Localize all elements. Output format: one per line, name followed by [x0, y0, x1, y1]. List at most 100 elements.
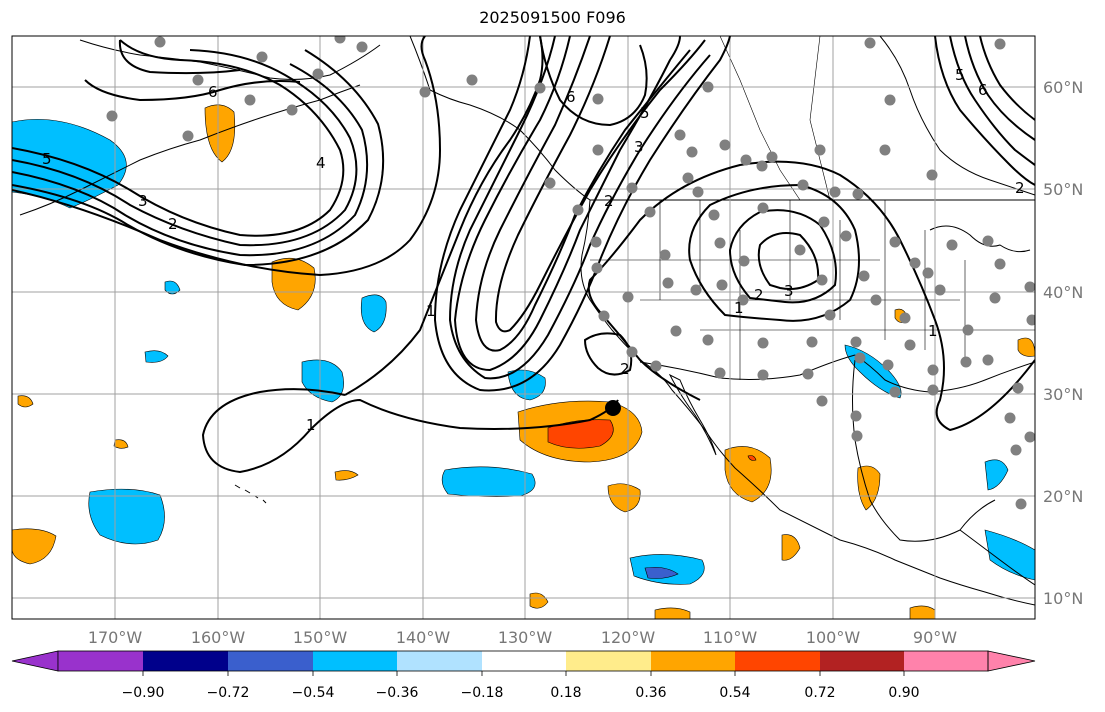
colorbar-label: 0.54 [719, 685, 750, 701]
contour-label: 3 [138, 192, 148, 210]
colorbar-label: −0.54 [292, 685, 335, 701]
station-dots [106, 36, 1035, 510]
colorbar-segment [397, 651, 482, 671]
positive-anomaly-area [17, 395, 34, 408]
positive-anomaly-area [654, 607, 691, 619]
contour-label: 2 [620, 360, 630, 378]
us-mexico-border [639, 354, 856, 380]
lat-tick-label: 20°N [1043, 487, 1083, 506]
colorbar-label: 0.72 [804, 685, 835, 701]
colorbar-label: 0.36 [635, 685, 666, 701]
lon-tick-label: 160°W [191, 628, 246, 647]
positive-anomaly-area [113, 439, 129, 449]
negative-anomaly-area [984, 529, 1035, 581]
contour-line [344, 36, 544, 396]
anomaly-shading [12, 104, 1035, 619]
lat-tick-label: 40°N [1043, 283, 1083, 302]
contour-line [84, 79, 301, 102]
contour-line [587, 160, 1035, 432]
contour-label: 5 [955, 66, 965, 84]
negative-anomaly-area [360, 294, 387, 333]
contour-line [118, 39, 241, 75]
lat-tick-label: 50°N [1043, 180, 1083, 199]
negative-anomaly-area [507, 369, 546, 401]
colorbar-segment [228, 651, 313, 671]
positive-anomaly-area [547, 419, 614, 449]
contour-label: 2 [604, 192, 614, 210]
colorbar-segment [482, 651, 566, 671]
colorbar-label: 0.90 [888, 685, 919, 701]
hudson-region [879, 36, 1035, 196]
contour-line [757, 232, 820, 290]
negative-anomaly-area [144, 350, 169, 363]
mexico-east-coast [852, 359, 996, 542]
state-borders [590, 36, 1035, 380]
contour-line [583, 332, 633, 376]
colorbar-label: −0.72 [207, 685, 250, 701]
lat-tick-label: 30°N [1043, 385, 1083, 404]
colorbar: −0.90 −0.72 −0.54 −0.36 −0.18 0.18 0.36 … [11, 650, 1036, 701]
contour-line [539, 36, 648, 127]
contour-label: 3 [784, 282, 794, 300]
lon-tick-label: 100°W [806, 628, 861, 647]
contour-line [433, 36, 731, 392]
colorbar-label: −0.36 [376, 685, 419, 701]
colorbar-extend-low [11, 650, 59, 672]
colorbar-label: 0.18 [550, 685, 581, 701]
lon-tick-label: 150°W [293, 628, 348, 647]
contour-label: 2 [168, 215, 178, 233]
colorbar-segment [904, 651, 988, 671]
contour-label: 1 [734, 299, 744, 317]
contour-line [494, 36, 706, 333]
contour-line [979, 36, 1035, 121]
contour-label: 1 [928, 322, 938, 340]
positive-anomaly-area [781, 534, 801, 561]
contour-label: 6 [208, 83, 218, 101]
positive-anomaly-area [909, 605, 936, 619]
colorbar-label: −0.90 [122, 685, 165, 701]
contour-label: 1 [306, 416, 316, 434]
lat-tick-label: 10°N [1043, 589, 1083, 608]
lon-tick-label: 130°W [498, 628, 553, 647]
positive-anomaly-area [334, 470, 359, 481]
contour-label-group: 5 3 2 6 4 1 2 3 5 6 2 3 2 1 1 6 5 2 1 [42, 66, 1025, 434]
contour-line [448, 36, 711, 380]
graticule [12, 36, 1035, 619]
lat-tick-label: 60°N [1043, 78, 1083, 97]
contour-line [12, 36, 442, 277]
contour-label: 3 [634, 138, 644, 156]
lon-tick-label: 170°W [88, 628, 143, 647]
negative-anomaly-area [984, 459, 1009, 491]
negative-anomaly-area [644, 566, 679, 579]
colorbar-segment [313, 651, 397, 671]
contour-label: 5 [640, 104, 650, 122]
contour-line [474, 36, 691, 352]
positive-anomaly-area [607, 483, 641, 513]
positive-anomaly-area [724, 446, 772, 503]
map-title: 2025091500 F096 [479, 8, 626, 27]
colorbar-segment [58, 651, 143, 671]
contour-line [12, 49, 385, 267]
lon-tick-label: 110°W [703, 628, 758, 647]
lon-tick-label: 90°W [913, 628, 957, 647]
colorbar-segment [566, 651, 651, 671]
negative-anomaly-area [88, 488, 165, 545]
contour-label: 2 [1015, 179, 1025, 197]
contour-line [964, 36, 1035, 141]
map-border [11, 35, 1036, 620]
negative-anomaly-area [301, 359, 344, 403]
colorbar-segment [143, 651, 228, 671]
contour-line [12, 39, 345, 237]
contour-label: 5 [42, 150, 52, 168]
contour-label: 6 [978, 81, 988, 99]
contour-line [12, 49, 358, 247]
colorbar-segment [735, 651, 820, 671]
storm-center-marker [605, 400, 621, 416]
lon-tick-label: 140°W [396, 628, 451, 647]
lon-tick-label: 120°W [601, 628, 656, 647]
positive-anomaly-area [747, 455, 757, 461]
contour-line [934, 36, 1035, 186]
longitude-labels: 170°W 160°W 150°W 140°W 130°W 120°W 110°… [88, 628, 957, 647]
central-america [959, 529, 1035, 586]
